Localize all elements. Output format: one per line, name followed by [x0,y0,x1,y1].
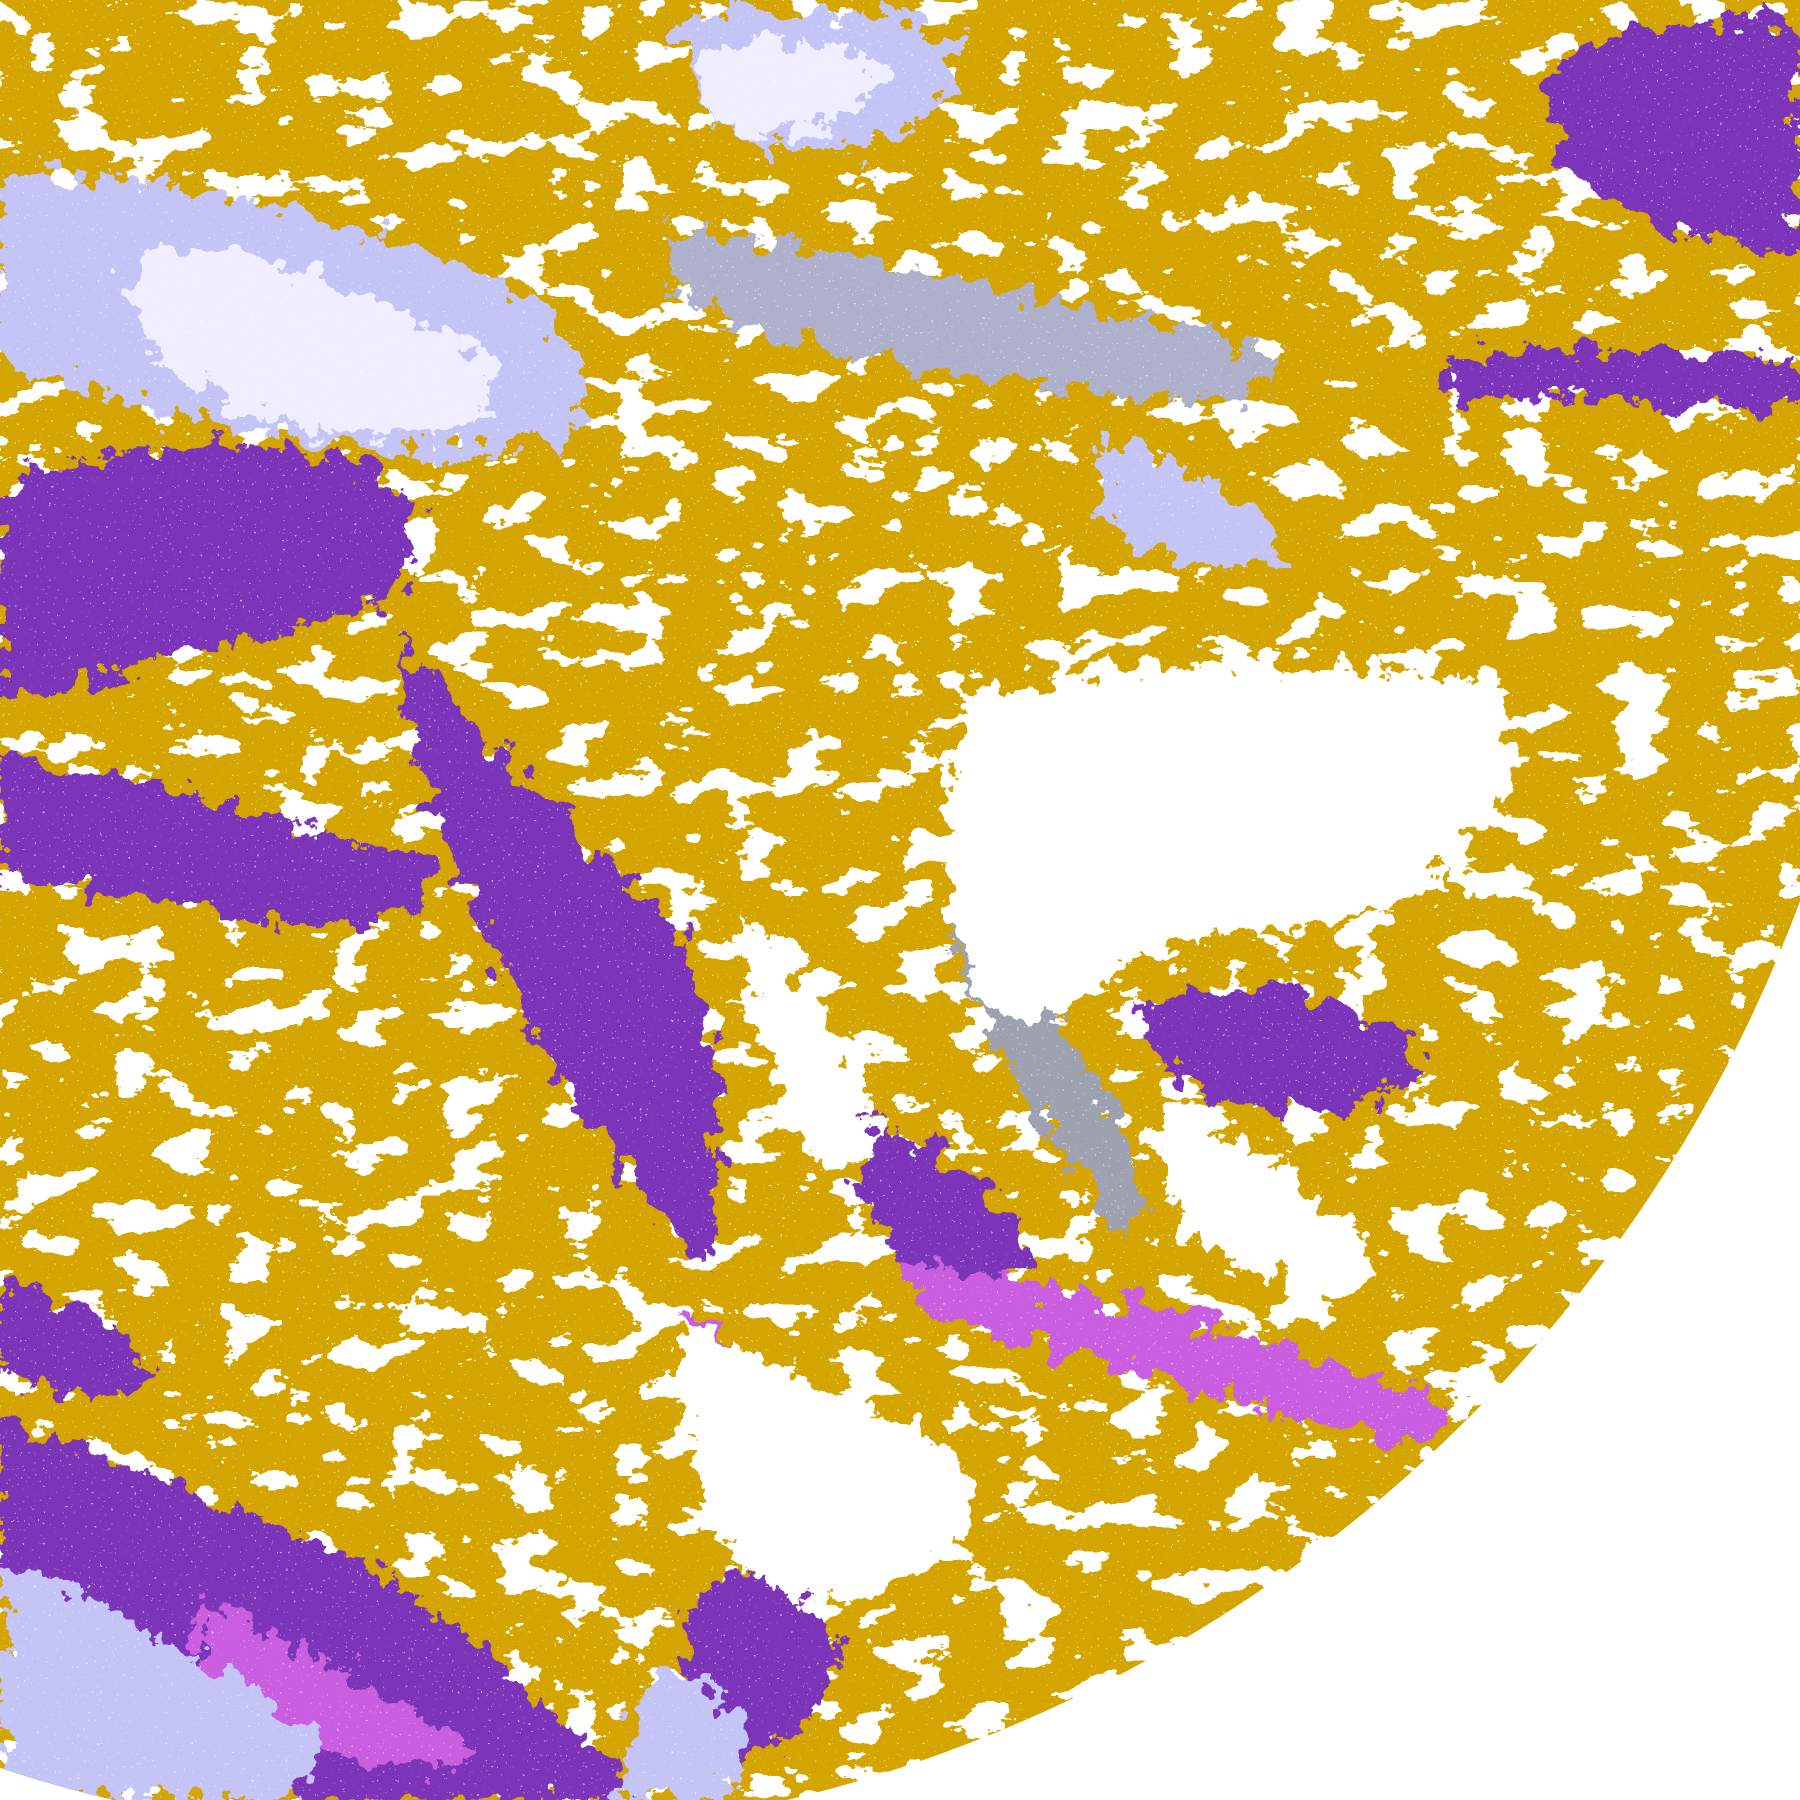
satellite-classification-map [0,0,1800,1800]
earth-disk [0,0,1800,1800]
